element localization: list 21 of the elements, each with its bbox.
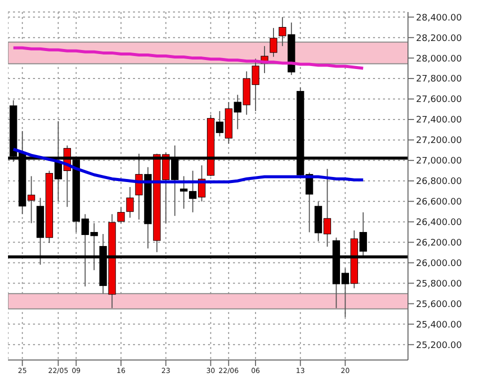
y-tick-label: 28,200.00 bbox=[416, 34, 462, 44]
y-tick-label: 25,600.00 bbox=[416, 300, 462, 310]
y-tick-label: 28,400.00 bbox=[416, 13, 462, 24]
y-tick-label: 26,400.00 bbox=[416, 218, 462, 228]
y-tick-label: 27,400.00 bbox=[416, 116, 462, 126]
y-tick-label: 26,000.00 bbox=[416, 258, 462, 269]
candlestick bbox=[117, 206, 125, 224]
y-tick-label: 26,200.00 bbox=[416, 238, 462, 248]
y-tick-label: 27,000.00 bbox=[416, 156, 462, 167]
y-tick-label: 27,200.00 bbox=[416, 136, 462, 146]
y-tick-label: 26,600.00 bbox=[416, 198, 462, 208]
y-tick-label: 26,800.00 bbox=[416, 177, 462, 188]
y-tick-label: 28,000.00 bbox=[416, 54, 462, 64]
y-tick-label: 27,800.00 bbox=[416, 74, 462, 85]
line-series bbox=[12, 46, 365, 70]
y-tick-label: 25,400.00 bbox=[416, 320, 462, 330]
candlestick bbox=[126, 186, 134, 218]
y-tick-label: 27,600.00 bbox=[416, 95, 462, 106]
y-tick-label: 25,800.00 bbox=[416, 279, 462, 290]
candlestick bbox=[270, 27, 278, 58]
y-tick-label: 25,200.00 bbox=[416, 340, 462, 351]
